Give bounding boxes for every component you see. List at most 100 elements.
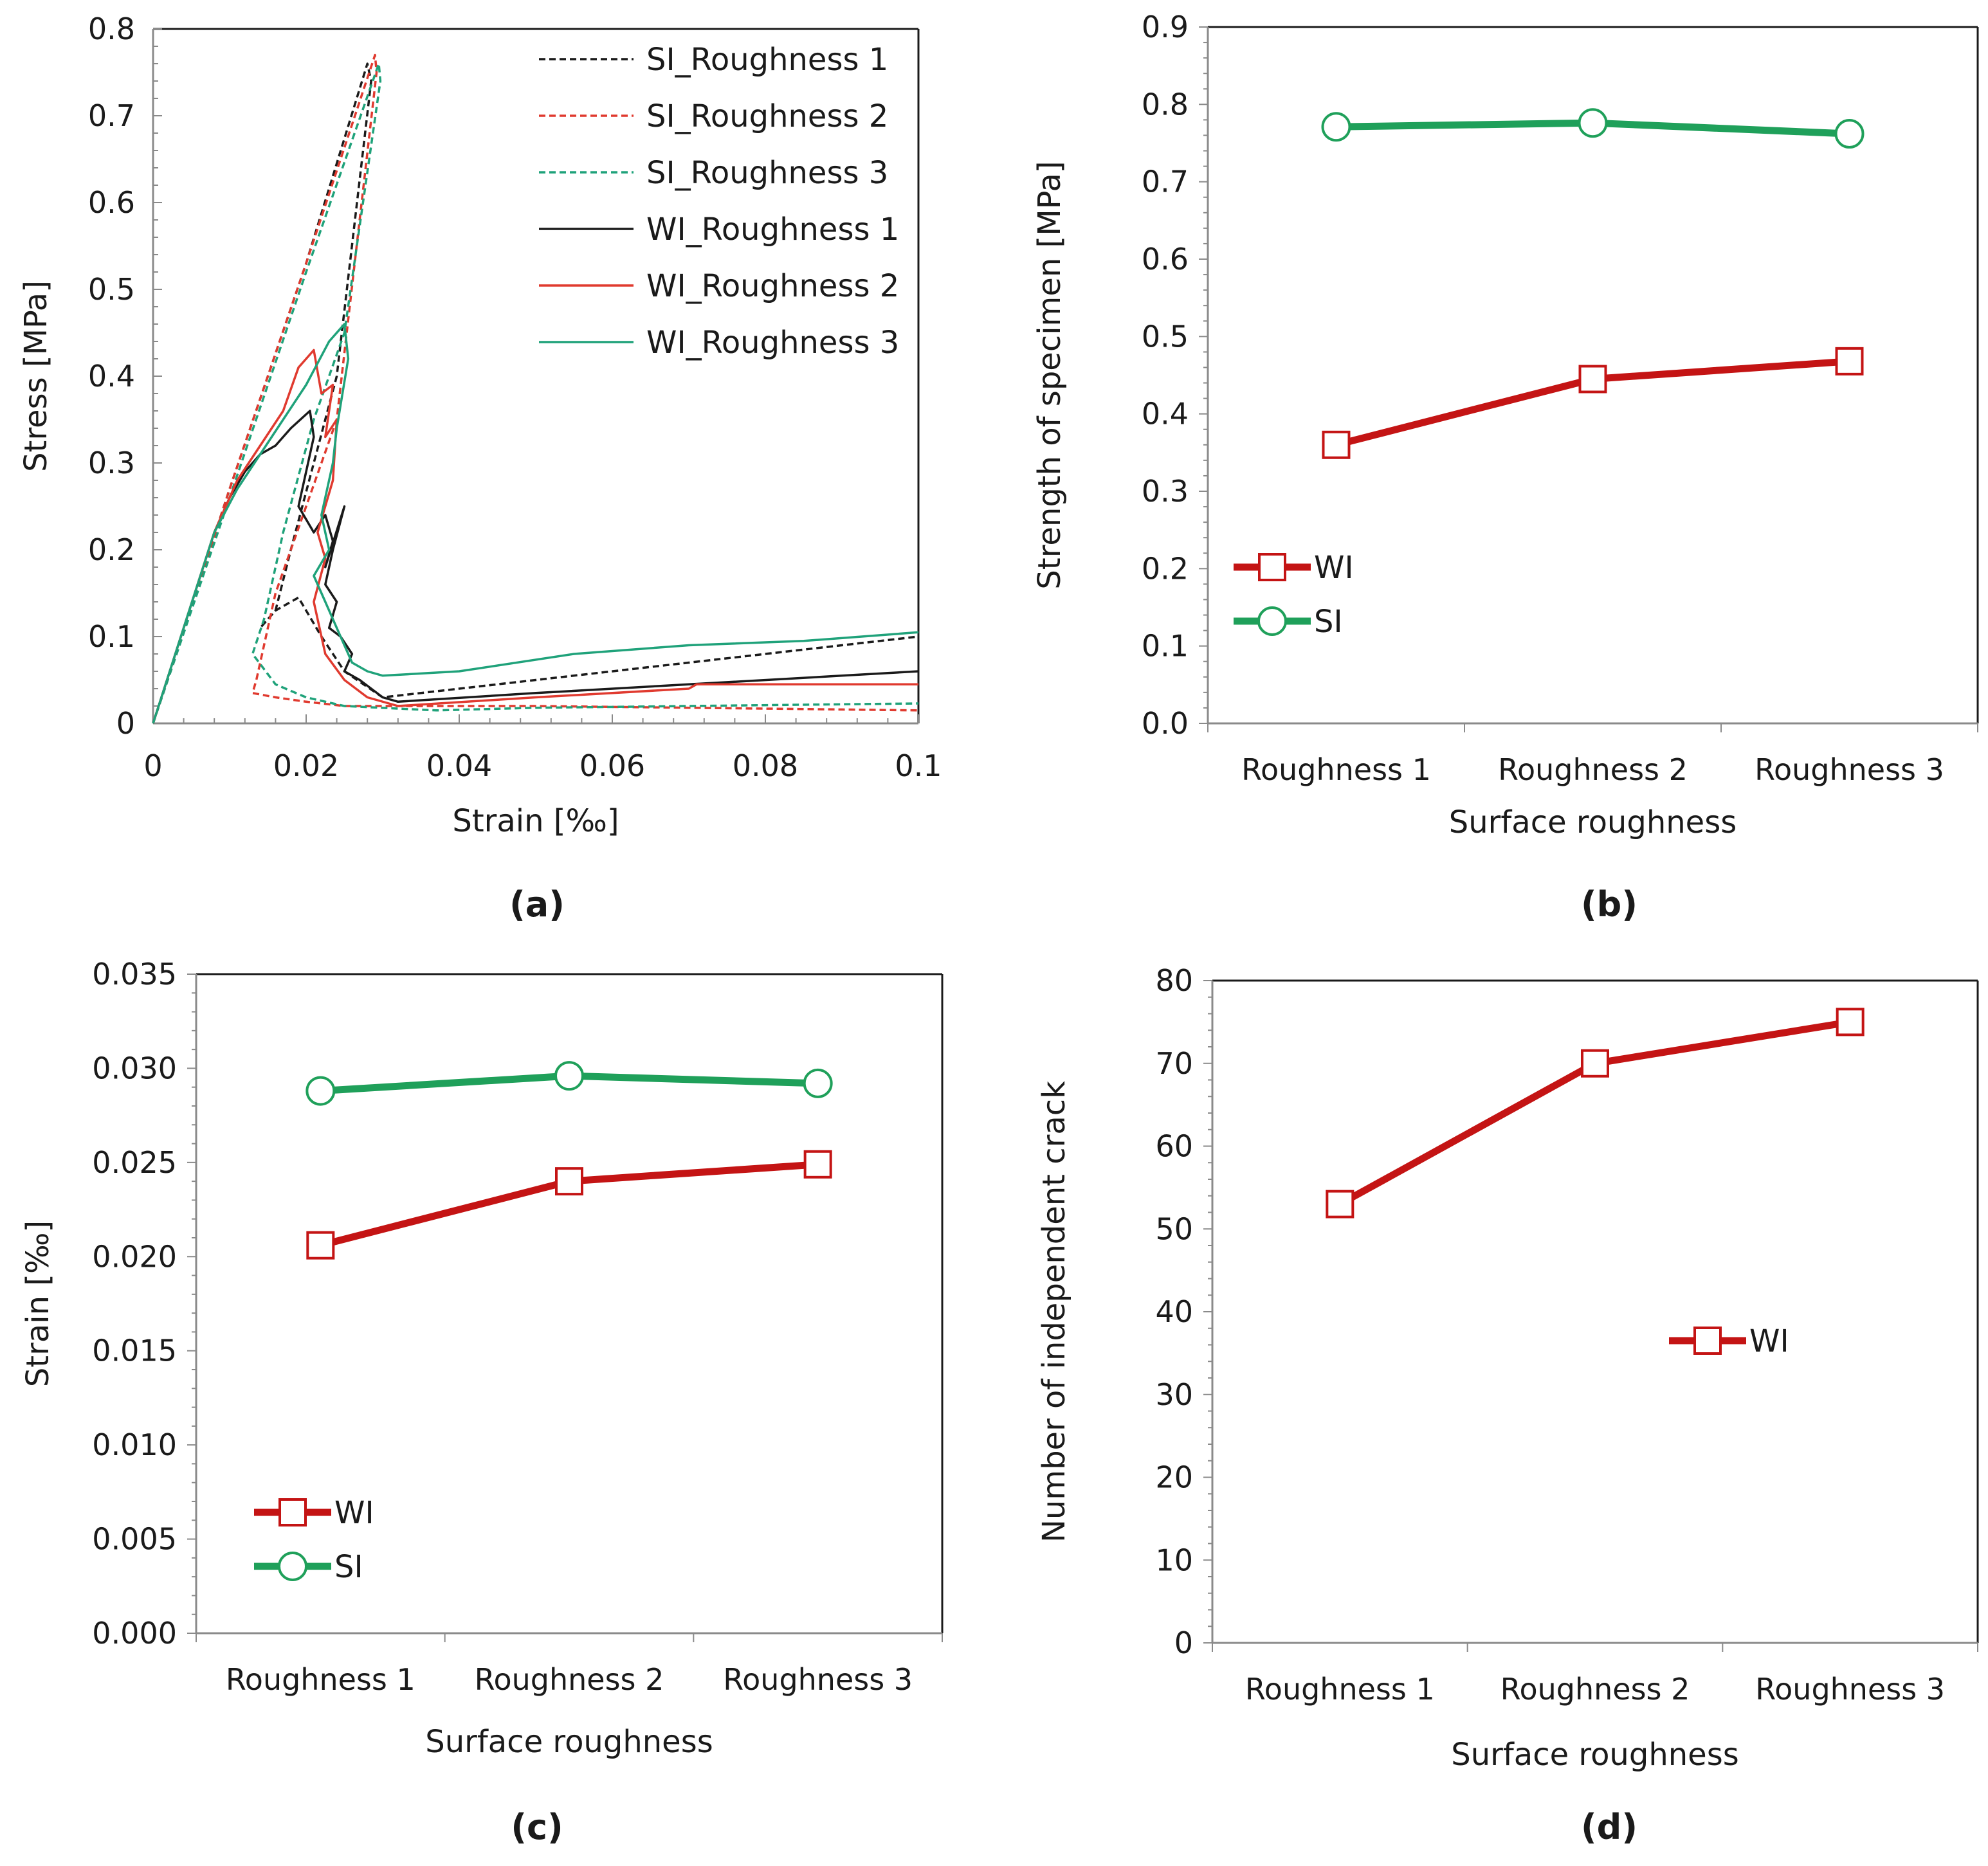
panel-label-b: (b) (1581, 884, 1637, 925)
y-tick-label: 0.015 (92, 1334, 177, 1368)
panel-label-a: (a) (509, 884, 565, 925)
y-axis-title: Strain [‰] (20, 1220, 56, 1387)
panel-label-d: (d) (1581, 1807, 1637, 1847)
y-tick-label: 0.010 (92, 1427, 177, 1462)
x-tick-label: 0 (143, 748, 162, 783)
legend-marker (1693, 1327, 1722, 1355)
x-tick-label: Roughness 3 (1755, 752, 1944, 787)
y-tick-label: 0.6 (88, 185, 135, 220)
y-tick-label: 80 (1155, 963, 1193, 998)
series-line-si-roughness-2 (152, 53, 919, 724)
legend-label: WI_Roughness 3 (646, 325, 899, 361)
x-tick-label: Roughness 1 (226, 1662, 415, 1697)
y-tick-label: 40 (1155, 1294, 1193, 1329)
y-tick-label: 0.8 (88, 12, 135, 46)
x-tick-label: Roughness 2 (1498, 752, 1688, 787)
data-point-wi (1326, 1190, 1354, 1218)
x-axis-title: Surface roughness (1449, 804, 1737, 840)
legend-label: WI (1314, 550, 1354, 586)
panel-label-c: (c) (511, 1807, 563, 1847)
data-point-si (305, 1076, 336, 1106)
y-tick-label: 0.3 (1142, 474, 1189, 509)
y-tick-label: 0.2 (88, 532, 135, 567)
legend-marker (1258, 553, 1286, 581)
legend-label: WI (1749, 1323, 1789, 1359)
y-axis-title: Number of independent crack (1036, 1081, 1072, 1543)
series-line-si-roughness-3 (152, 62, 919, 724)
y-tick-label: 0.7 (88, 98, 135, 133)
data-point-si (1578, 108, 1608, 138)
y-tick-label: 0 (116, 706, 135, 741)
data-point-wi (555, 1167, 583, 1196)
data-point-si (554, 1061, 584, 1091)
chart-d: 0 10 20 30 40 50 60 70 80 Roughness 1 Roughness 2 R… (1036, 963, 1979, 1847)
y-axis-title: Strength of specimen [MPa] (1032, 161, 1068, 589)
y-tick-label: 20 (1155, 1460, 1193, 1495)
data-point-wi (1578, 365, 1607, 394)
y-tick-label: 0.2 (1142, 551, 1189, 586)
y-tick-label: 50 (1155, 1211, 1193, 1246)
data-point-si (1321, 112, 1351, 142)
legend-label: SI_Roughness 1 (646, 42, 888, 78)
legend-label: SI (334, 1549, 363, 1585)
x-tick-label: Roughness 3 (1755, 1672, 1945, 1707)
legend-label: WI_Roughness 2 (646, 268, 899, 304)
x-tick-label: Roughness 1 (1241, 752, 1431, 787)
data-point-wi (1835, 347, 1864, 376)
data-point-wi (1836, 1008, 1865, 1037)
legend-label: SI (1314, 604, 1343, 640)
x-tick-label: 0.02 (273, 748, 339, 783)
chart-a: 0 0.1 0.2 0.3 0.4 0.5 0.6 0.7 0.8 0 0.02 0.04 0.06 0.… (18, 12, 942, 925)
legend-label: WI_Roughness 1 (646, 212, 899, 248)
y-tick-label: 0.5 (1142, 319, 1189, 354)
x-tick-label: 0.06 (579, 748, 645, 783)
legend-label: SI_Roughness 3 (646, 155, 888, 191)
y-tick-label: 0.6 (1142, 242, 1189, 276)
y-tick-label: 0.4 (88, 359, 135, 394)
legend-marker (278, 1498, 307, 1526)
y-tick-label: 0.1 (88, 619, 135, 654)
y-tick-label: 0.9 (1142, 10, 1189, 44)
x-tick-label: Roughness 2 (1500, 1672, 1690, 1707)
series-line-si-roughness-1 (152, 62, 919, 724)
y-tick-label: 0.035 (92, 957, 177, 992)
series-line-wi-roughness-2 (152, 349, 918, 724)
data-point-wi (1322, 430, 1351, 459)
legend: WI (1669, 1323, 1789, 1359)
x-tick-label: Roughness 1 (1245, 1672, 1435, 1707)
y-tick-label: 0.7 (1142, 165, 1189, 199)
legend: WI SI (254, 1495, 374, 1585)
y-axis-title: Stress [MPa] (18, 280, 54, 472)
chart-c: 0.000 0.005 0.010 0.015 0.020 0.025 0.030 0.035… (20, 957, 944, 1847)
y-tick-label: 0.8 (1142, 87, 1189, 122)
legend: SI_Roughness 1 SI_Roughness 2 SI_Roughness… (539, 42, 899, 361)
legend: WI SI (1234, 550, 1354, 640)
y-tick-label: 0.3 (88, 446, 135, 480)
x-axis-title: Surface roughness (1451, 1737, 1738, 1773)
y-tick-label: 0.0 (1142, 706, 1189, 741)
x-axis-title: Surface roughness (425, 1724, 713, 1760)
chart-b: 0.0 0.1 0.2 0.3 0.4 0.5 0.6 0.7 0.8 0.9 Roughness … (1032, 10, 1979, 925)
data-point-wi (803, 1150, 832, 1179)
y-tick-label: 0.1 (1142, 629, 1189, 664)
x-tick-label: 0.1 (895, 748, 942, 783)
x-tick-label: Roughness 3 (723, 1662, 913, 1697)
legend-marker (278, 1552, 307, 1581)
y-tick-label: 0.020 (92, 1239, 177, 1274)
data-point-wi (1581, 1049, 1609, 1078)
y-tick-label: 0.5 (88, 272, 135, 307)
x-axis-title: Strain [‰] (452, 803, 619, 839)
y-tick-label: 0.025 (92, 1145, 177, 1180)
data-point-si (803, 1068, 833, 1098)
series-line-wi-roughness-3 (152, 323, 919, 724)
legend-marker (1257, 606, 1287, 636)
y-tick-label: 0.030 (92, 1051, 177, 1085)
x-tick-label: Roughness 2 (475, 1662, 664, 1697)
y-tick-label: 30 (1155, 1377, 1193, 1412)
data-point-wi (306, 1231, 335, 1260)
y-tick-label: 0 (1174, 1626, 1193, 1660)
y-tick-label: 10 (1155, 1543, 1193, 1577)
legend-label: SI_Roughness 2 (646, 98, 888, 134)
y-tick-label: 60 (1155, 1129, 1193, 1164)
